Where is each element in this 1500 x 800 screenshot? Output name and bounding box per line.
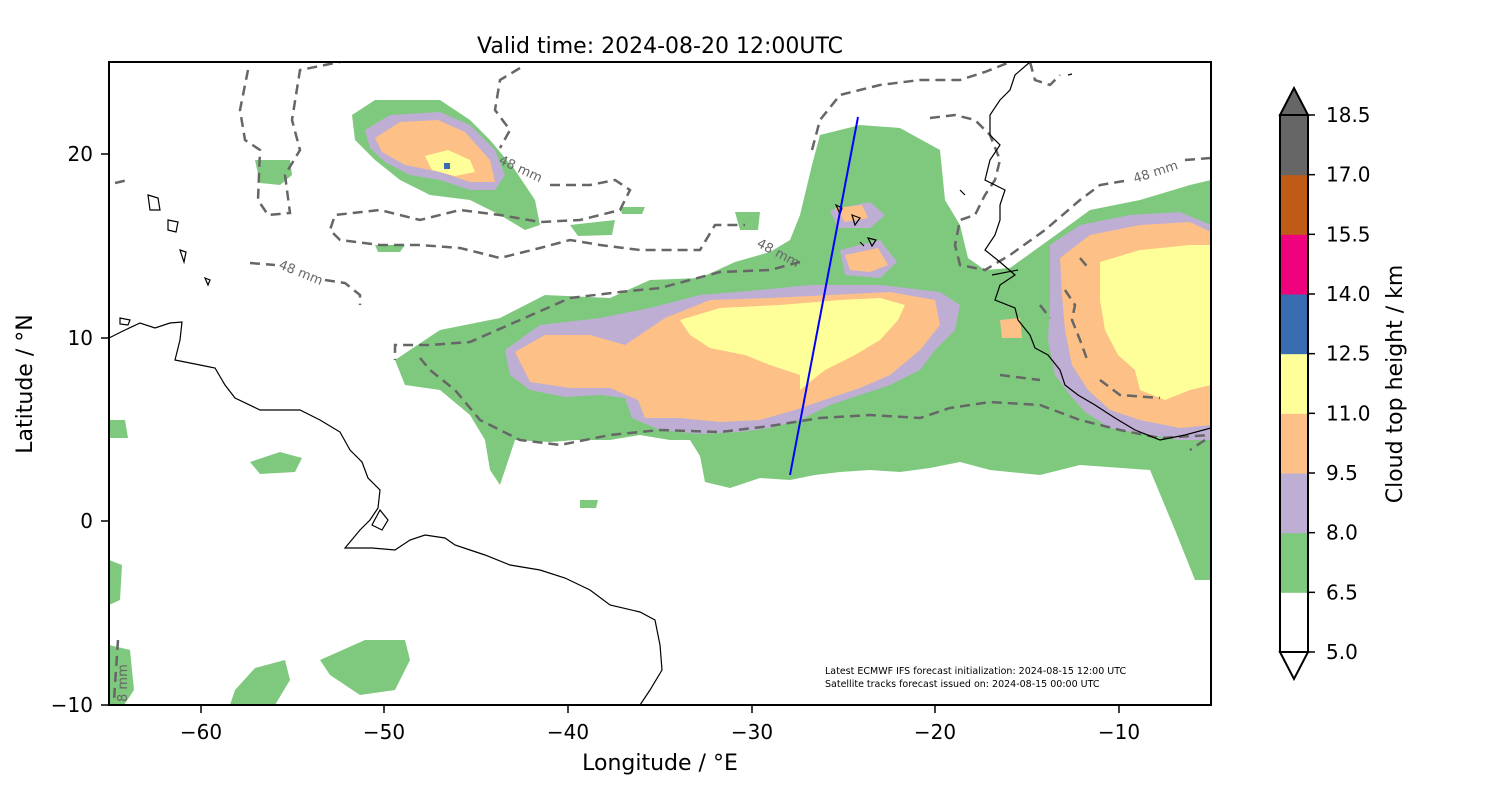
satellite-track-note: Satellite tracks forecast issued on: 202… [825, 679, 1100, 690]
cloud-blob-green-1 [255, 160, 292, 185]
colorbar-segment [1280, 115, 1308, 176]
colorbar-segment [1280, 234, 1308, 295]
map-frame [108, 61, 1212, 706]
colorbar-tick-label: 11.0 [1326, 401, 1371, 425]
forecast-init-note: Latest ECMWF IFS forecast initialization… [825, 666, 1126, 677]
cloud-blob-orange-3 [845, 248, 888, 272]
colorbar-frame [1279, 114, 1309, 653]
y-axis [101, 153, 109, 706]
cloud-blob-green-3 [250, 452, 302, 474]
colorbar-segment [1280, 353, 1308, 414]
colorbar-tick-label: 5.0 [1326, 640, 1358, 664]
colorbar-segment [1280, 294, 1308, 355]
cloud-band-yellow-east [1100, 245, 1211, 400]
y-tick-labels: 20 10 0 −10 [51, 142, 93, 717]
cloud-band-yellow [680, 298, 905, 390]
colorbar: 18.5 17.0 15.5 14.0 12.5 11.0 9.5 8.0 6.5 5.0 Clo… [1278, 85, 1408, 682]
colorbar-extend-bottom [1278, 651, 1310, 682]
colorbar-segment [1280, 473, 1308, 534]
cloud-top-height-field [109, 100, 1211, 705]
colorbar-tick-label: 8.0 [1326, 521, 1358, 545]
colorbar-tick-label: 15.5 [1326, 222, 1371, 246]
x-axis-label: Longitude / °E [582, 751, 738, 776]
cloud-blob-green-11 [620, 207, 645, 214]
cloud-blob-green-12 [580, 500, 598, 508]
x-axis [200, 705, 1120, 713]
coastlines [109, 62, 1211, 705]
map-area: 48 mm 48 mm 48 mm 48 mm 8 mm Latest ECMW… [109, 62, 1211, 705]
cloud-blob-green-2 [735, 212, 760, 230]
colorbar-extend-top [1278, 85, 1310, 116]
x-tick-label: −50 [363, 720, 405, 744]
x-tick-label: −60 [180, 720, 222, 744]
cloud-blob-green-6 [109, 560, 122, 605]
colorbar-tick-label: 18.5 [1326, 103, 1371, 127]
y-tick-label: 10 [68, 326, 93, 350]
colorbar-tick-label: 17.0 [1326, 163, 1371, 187]
x-tick-label: −20 [914, 720, 956, 744]
colorbar-tick-label: 6.5 [1326, 580, 1358, 604]
colorbar-segment [1280, 532, 1308, 593]
colorbar-segments [1280, 115, 1308, 653]
colorbar-tick-label: 12.5 [1326, 342, 1371, 366]
colorbar-ticks: 18.5 17.0 15.5 14.0 12.5 11.0 9.5 8.0 6.5 5.0 [1308, 103, 1371, 664]
colorbar-segment [1280, 413, 1308, 474]
colorbar-segment [1280, 174, 1308, 235]
cloud-pixel-blue [444, 163, 450, 169]
y-tick-label: −10 [51, 693, 93, 717]
colorbar-tick-label: 9.5 [1326, 461, 1358, 485]
coastline-south-america [109, 321, 663, 705]
colorbar-segment [1280, 592, 1308, 653]
cloud-blob-green-8 [109, 420, 128, 438]
map-title: Valid time: 2024-08-20 12:00UTC [477, 34, 843, 59]
cloud-blob-green-10 [375, 245, 405, 252]
colorbar-label: Cloud top height / km [1383, 265, 1408, 504]
contour-label: 8 mm [116, 664, 131, 702]
cloud-blob-green-5 [230, 660, 290, 705]
x-tick-label: −40 [547, 720, 589, 744]
coastline-africa [984, 62, 1211, 441]
precip-contours-48mm [112, 62, 1211, 701]
colorbar-tick-label: 14.0 [1326, 282, 1371, 306]
cloud-blob-green-9 [570, 220, 615, 236]
y-axis-label: Latitude / °N [13, 314, 38, 453]
x-tick-labels: −60 −50 −40 −30 −20 −10 [180, 720, 1140, 744]
y-tick-label: 0 [80, 509, 93, 533]
cloud-blob-green-4 [320, 640, 410, 695]
satellite-track [789, 116, 859, 476]
cloud-blob-orange-4 [1000, 318, 1022, 338]
y-tick-label: 20 [68, 142, 93, 166]
x-tick-label: −30 [731, 720, 773, 744]
x-tick-label: −10 [1098, 720, 1140, 744]
